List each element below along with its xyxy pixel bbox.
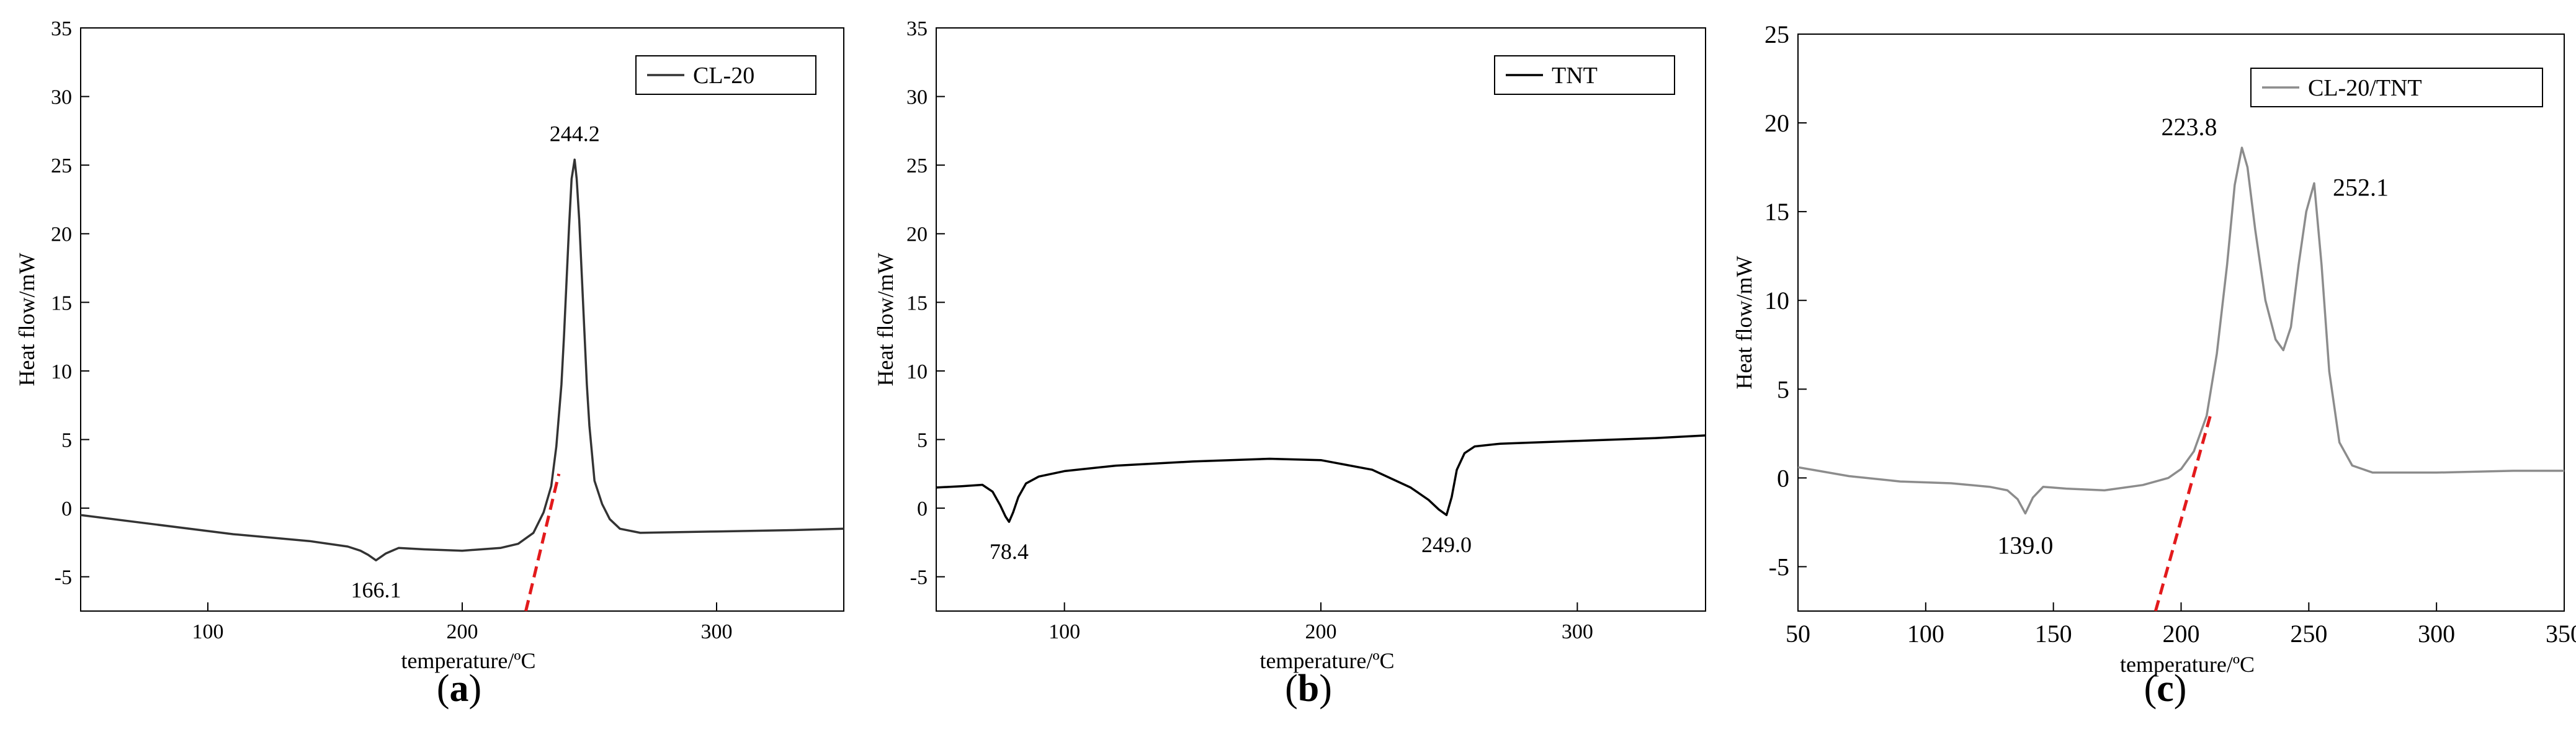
legend-box	[1494, 55, 1675, 95]
y-tick-label: 30	[906, 86, 928, 109]
peak-label: 139.0	[1997, 532, 2053, 560]
y-tick-label: 10	[1764, 287, 1789, 315]
legend-box	[2250, 68, 2543, 107]
y-tick-label: 15	[906, 292, 928, 315]
panel-letter-c: c	[2157, 668, 2174, 710]
onset-tangent-line	[2153, 409, 2214, 611]
y-tick-label: 25	[51, 154, 72, 177]
peak-label: 252.1	[2333, 173, 2389, 201]
chart-svg-a: -5 0 5 10 15 20 25 30 35 100 200 300 temperature/ºC H…	[14, 17, 844, 673]
y-tick-label: -5	[55, 566, 72, 589]
panel-letter-b: b	[1297, 668, 1320, 710]
y-tick-label: 10	[51, 360, 72, 383]
y-axis-label: Heat flow/mW	[873, 253, 898, 386]
y-tick-label: 15	[51, 292, 72, 315]
x-tick-label: 200	[2163, 620, 2200, 648]
legend-entry: TNT	[1552, 63, 1598, 89]
y-tick-label: 30	[51, 86, 72, 109]
y-tick-label: 0	[61, 498, 72, 520]
plot-frame	[936, 27, 1706, 612]
peak-label: 166.1	[351, 578, 401, 602]
series-line-cl-20-tnt	[1798, 146, 2564, 515]
panel-label-c: (c)	[2144, 668, 2187, 710]
onset-tangent-line	[524, 473, 561, 611]
chart-svg-c: -5 0 5 10 15 20 25 50 100 150 200 250 300 350 temperat…	[1732, 20, 2576, 677]
y-tick-label: 35	[906, 17, 928, 40]
chart-panel-b: -5 0 5 10 15 20 25 30 35 100 200 300 temperature/ºC H…	[859, 0, 1717, 737]
y-tick-label: -5	[1769, 553, 1789, 581]
x-axis-label: temperature/ºC	[401, 648, 535, 673]
y-tick-label: 20	[1764, 109, 1789, 137]
y-tick-label: 20	[906, 223, 928, 246]
x-tick-label: 100	[192, 620, 224, 643]
legend-entry: CL-20	[693, 63, 754, 89]
peak-label: 249.0	[1421, 532, 1472, 557]
y-axis-label: Heat flow/mW	[14, 253, 39, 386]
y-tick-label: 35	[51, 17, 72, 40]
x-tick-label: 350	[2546, 620, 2576, 648]
peak-label: 244.2	[550, 121, 600, 146]
x-tick-label: 300	[701, 620, 733, 643]
y-tick-label: 5	[917, 429, 928, 452]
peak-label: 78.4	[990, 539, 1029, 564]
x-tick-label: 250	[2290, 620, 2327, 648]
y-tick-label: 0	[917, 498, 928, 520]
x-tick-label: 50	[1786, 620, 1810, 648]
legend-entry: CL-20/TNT	[2308, 75, 2422, 101]
panel-label-a: (a)	[436, 668, 482, 710]
y-tick-label: 25	[906, 154, 928, 177]
y-tick-label: 5	[61, 429, 72, 452]
x-tick-label: 100	[1049, 620, 1080, 643]
x-axis-label: temperature/ºC	[2120, 652, 2255, 677]
panel-label-b: (b)	[1285, 668, 1332, 710]
y-tick-label: 25	[1764, 20, 1789, 48]
series-line-tnt	[936, 434, 1706, 523]
panel-letter-a: a	[449, 668, 469, 710]
y-tick-label: 5	[1777, 375, 1789, 403]
series-line-cl-20	[81, 158, 844, 561]
x-tick-label: 150	[2035, 620, 2072, 648]
x-tick-label: 200	[447, 620, 478, 643]
y-axis-label: Heat flow/mW	[1732, 256, 1756, 390]
peak-label: 223.8	[2161, 113, 2217, 141]
plot-frame	[80, 27, 844, 612]
y-tick-label: 15	[1764, 198, 1789, 226]
chart-panel-a: -5 0 5 10 15 20 25 30 35 100 200 300 temperature/ºC H…	[0, 0, 859, 737]
x-tick-label: 300	[2418, 620, 2455, 648]
y-tick-label: 10	[906, 360, 928, 383]
y-tick-label: 20	[51, 223, 72, 246]
x-tick-label: 300	[1562, 620, 1593, 643]
y-tick-label: 0	[1777, 464, 1789, 492]
chart-panel-c: -5 0 5 10 15 20 25 50 100 150 200 250 300 350 temperat…	[1717, 0, 2576, 737]
x-tick-label: 100	[1907, 620, 1944, 648]
x-axis-label: temperature/ºC	[1259, 648, 1394, 673]
x-tick-label: 200	[1305, 620, 1337, 643]
chart-svg-b: -5 0 5 10 15 20 25 30 35 100 200 300 temperature/ºC H…	[873, 17, 1706, 673]
y-tick-label: -5	[910, 566, 928, 589]
